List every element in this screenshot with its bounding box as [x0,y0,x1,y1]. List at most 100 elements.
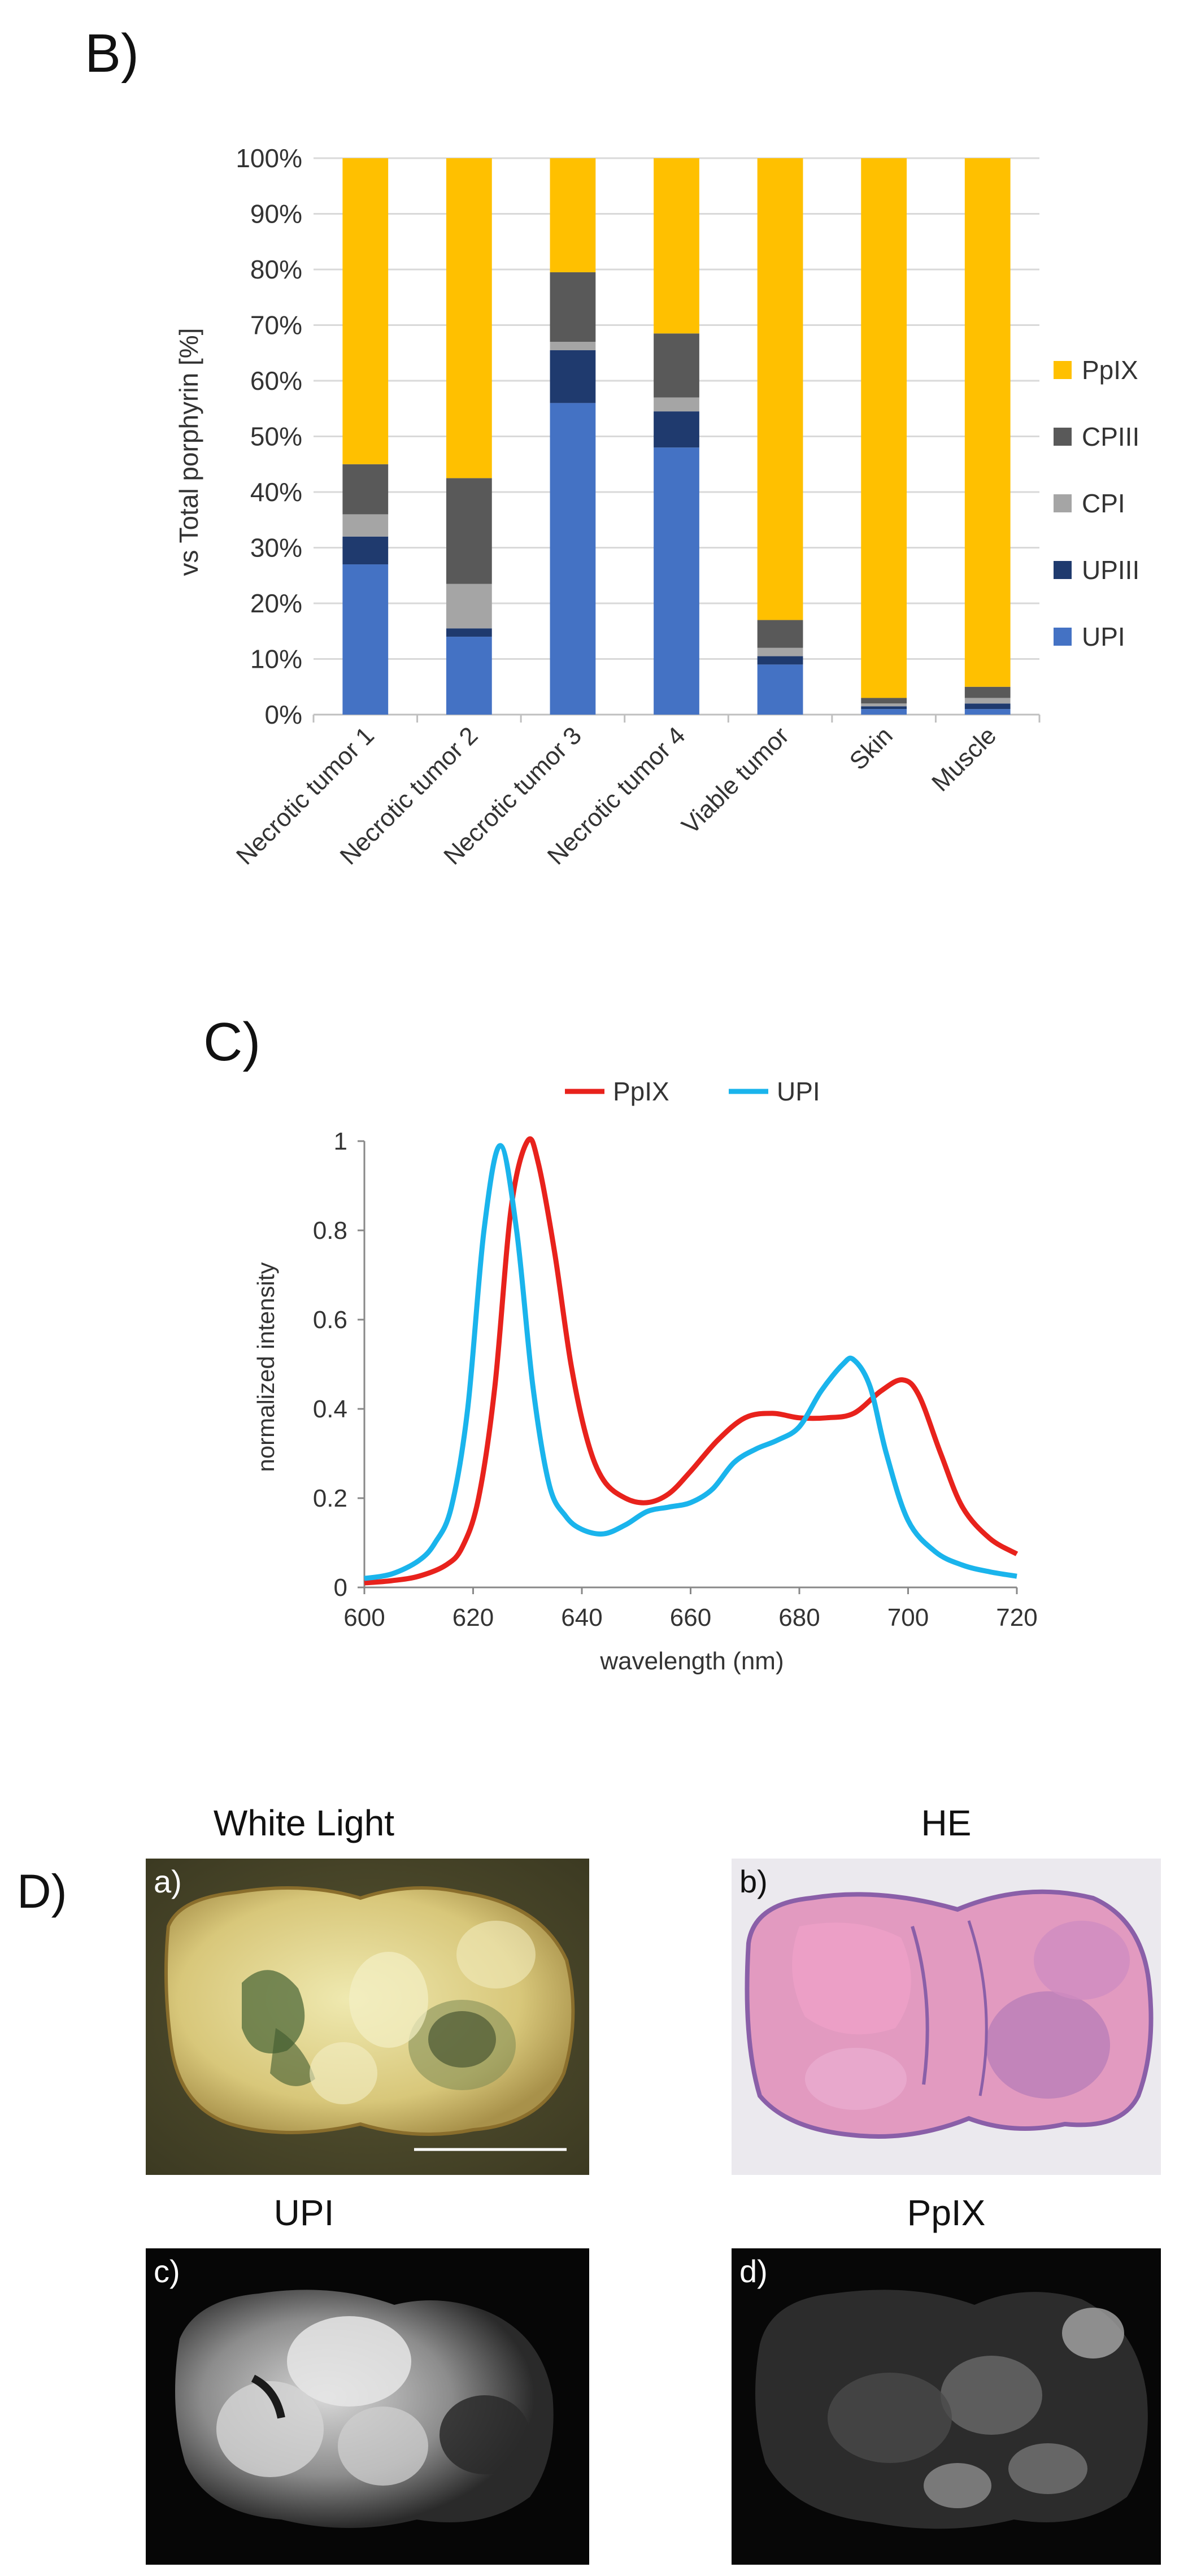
chart-b-y-tick: 40% [250,477,302,507]
he-stain-image [732,1859,1161,2175]
chart-b-y-tick: 60% [250,366,302,395]
upi-fluorescence-photo: c) [146,2248,589,2565]
chart-c-x-tick: 620 [452,1604,494,1631]
photo-c-title: UPI [273,2192,334,2233]
bar-segment-upi [861,709,907,715]
chart-c-x-tick: 640 [561,1604,602,1631]
chart-c-x-tick: 700 [887,1604,929,1631]
bar-segment-upi [342,564,389,715]
panel-b-label: B) [85,23,139,84]
chart-c-x-tick-labels: 600 620 640 660 680 700 720 [343,1604,1037,1631]
bar-segment-cpiii [654,333,699,398]
photo-b-title: HE [921,1803,972,1843]
photo-d-title: PpIX [907,2192,986,2233]
bar-segment-upi [654,447,699,715]
chart-c-x-tick: 720 [996,1604,1037,1631]
bar-segment-ppix [550,158,596,272]
line-series-ppix [364,1136,1019,1586]
spectrum-line-chart: 0 0.2 0.4 0.6 0.8 1 600 620 640 660 680 700 720 PpI… [253,1077,1038,1675]
bar-segment-cpiii [861,698,907,704]
photo-a-title: White Light [213,1803,395,1843]
bar-segment-cpi [446,584,492,629]
bar-segment-ppix [964,158,1011,687]
legend-swatch-cpi [1054,494,1072,512]
bar-segment-cpi [654,397,699,412]
legend-swatch-cpiii [1054,428,1072,446]
chart-c-y-tick-labels: 0 0.2 0.4 0.6 0.8 1 [313,1128,347,1602]
legend-label-cpi: CPI [1082,489,1125,518]
chart-b-x-tick: Viable tumor [676,721,794,839]
ppix-fluorescence-image [732,2248,1161,2565]
panel-c-label: C) [203,1012,261,1072]
chart-b-y-tick: 100% [236,143,302,173]
photo-c-sublabel: c) [154,2253,180,2289]
legend-swatch-upiii [1054,561,1072,579]
chart-c-y-tick: 0.2 [313,1485,347,1512]
bar-segment-cpiii [964,686,1011,698]
bar-segment-cpi [757,647,803,656]
bar-segment-cpi [550,342,596,350]
photo-d-sublabel: d) [739,2253,768,2289]
chart-b-legend: PpIX CPIII CPI UPIII UPI [1054,355,1139,651]
line-series-upi [364,1143,1017,1581]
chart-b-y-axis-label: vs Total porphyrin [%] [174,328,203,576]
chart-b-y-tick: 20% [250,589,302,618]
bar-segment-upiii [964,703,1011,710]
bar-segment-upi [550,403,596,715]
bar-segment-ppix [446,158,492,478]
bar-segment-upiii [550,350,596,403]
white-light-image [146,1859,589,2175]
chart-b-y-tick-labels: 0% 10% 20% 30% 40% 50% 60% 70% 80% 90% 100% [236,143,302,729]
chart-c-y-tick: 0.4 [313,1395,347,1423]
bar-segment-cpiii [342,464,389,515]
bar-segment-upi [757,664,803,715]
bar-segment-ppix [757,158,803,620]
bar-segment-upi [446,637,492,715]
bar-segment-cpiii [757,620,803,648]
chart-c-axes [358,1140,1018,1594]
bar-segment-ppix [342,158,389,464]
bar-segment-cpi [964,698,1011,704]
chart-c-x-tick: 660 [670,1604,711,1631]
bar-segment-cpiii [446,478,492,584]
bar-segment-upi [964,709,1011,715]
chart-b-y-tick: 80% [250,255,302,284]
legend-label-ppix: PpIX [613,1077,669,1106]
legend-label-upiii: UPIII [1082,555,1139,585]
chart-c-x-tick: 680 [778,1604,820,1631]
legend-label-cpiii: CPIII [1082,422,1139,451]
chart-c-legend: PpIX UPI [565,1077,820,1106]
ppix-fluorescence-photo: d) [732,2248,1161,2565]
upi-fluorescence-image [146,2248,589,2565]
legend-label-upi: UPI [1082,622,1125,651]
he-stain-photo: b) [732,1859,1161,2175]
legend-swatch-upi [1054,628,1072,646]
chart-c-x-tick: 600 [343,1604,385,1631]
photo-a-sublabel: a) [154,1864,182,1899]
photo-b-sublabel: b) [739,1864,768,1899]
chart-b-y-tick: 10% [250,645,302,674]
chart-b-bars [342,158,1011,715]
legend-label-upi: UPI [777,1077,820,1106]
chart-b-y-tick: 0% [265,700,302,729]
panel-d-label: D) [17,1865,67,1918]
chart-c-y-tick: 0 [334,1574,347,1602]
chart-c-y-tick: 0.8 [313,1217,347,1245]
bar-segment-ppix [861,158,907,698]
chart-b-x-tick: Skin [845,721,898,775]
bar-segment-upiii [757,656,803,665]
chart-c-y-axis-label: normalized intensity [253,1262,279,1472]
bar-segment-cpiii [550,272,596,342]
legend-label-ppix: PpIX [1082,355,1138,385]
bar-segment-upiii [342,536,389,565]
bar-segment-upiii [446,628,492,637]
legend-swatch-ppix [1054,361,1072,379]
chart-b-y-tick: 50% [250,422,302,451]
bar-segment-upiii [861,706,907,710]
bar-segment-ppix [654,158,699,334]
chart-b-y-tick: 30% [250,533,302,563]
chart-b-y-tick: 90% [250,199,302,229]
bar-segment-upiii [654,411,699,448]
chart-c-y-tick: 0.6 [313,1306,347,1334]
